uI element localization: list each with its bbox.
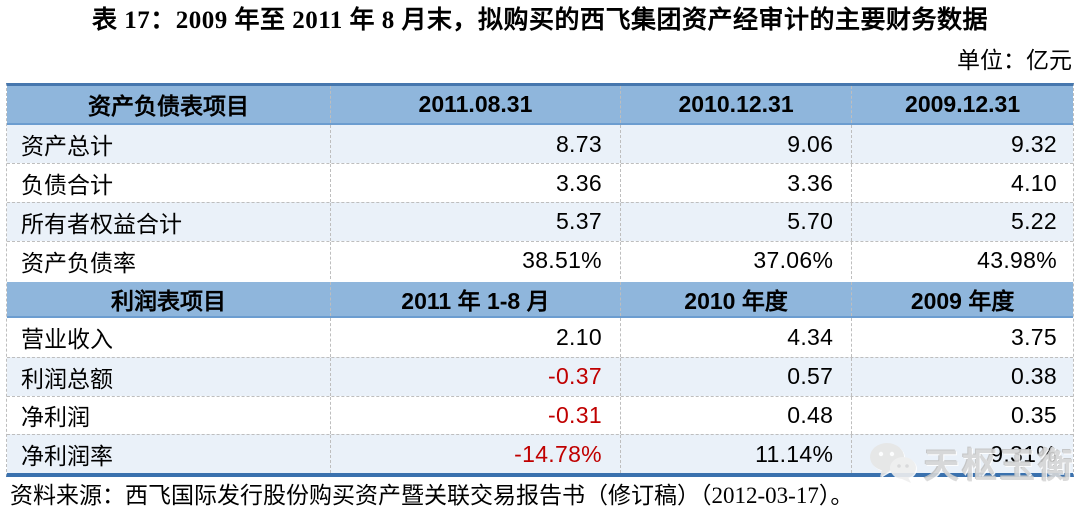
- section-header-row: 利润表项目 2011 年 1-8 月 2010 年度 2009 年度: [7, 279, 1073, 319]
- cell-value: 3.36: [329, 164, 620, 203]
- column-header: 2011.08.31: [329, 86, 620, 123]
- column-header: 2009 年度: [851, 282, 1073, 317]
- column-header: 2009.12.31: [851, 86, 1073, 123]
- cell-value: 43.98%: [851, 241, 1073, 280]
- table-row: 所有者权益合计 5.37 5.70 5.22: [7, 202, 1073, 241]
- cell-value: 37.06%: [619, 241, 851, 280]
- cell-value: 4.10: [851, 164, 1073, 203]
- cell-value: 3.36: [619, 164, 851, 203]
- cell-value: -0.31: [329, 396, 620, 435]
- row-label: 净利润: [21, 405, 90, 431]
- row-label: 营业收入: [21, 327, 113, 353]
- cell-value: 2.10: [329, 318, 620, 357]
- row-label: 资产负债率: [21, 250, 136, 276]
- cell-value: 9.32: [851, 124, 1073, 164]
- section-title: 利润表项目: [110, 289, 226, 315]
- row-label: 所有者权益合计: [21, 211, 182, 237]
- section-title: 资产负债表项目: [87, 94, 249, 120]
- cell-value: 8.73: [329, 124, 620, 164]
- cell-value: 5.22: [851, 203, 1073, 241]
- cell-value: -0.37: [329, 357, 620, 396]
- table-row: 营业收入 2.10 4.34 3.75: [7, 318, 1073, 357]
- cell-value: -14.78%: [329, 435, 620, 473]
- row-label: 净利润率: [21, 444, 113, 470]
- cell-value: 0.35: [851, 396, 1073, 435]
- table-row: 净利润 -0.31 0.48 0.35: [7, 395, 1073, 435]
- row-label: 负债合计: [21, 173, 113, 199]
- cell-value: 0.48: [619, 396, 851, 435]
- source-note: 资料来源：西飞国际发行股份购买资产暨关联交易报告书（修订稿）（2012-03-1…: [10, 483, 854, 508]
- cell-value: 11.14%: [619, 435, 851, 473]
- cell-value: 38.51%: [329, 241, 620, 280]
- financial-table: 资产负债表项目 2011.08.31 2010.12.31 2009.12.31 资产总…: [6, 83, 1074, 477]
- cell-value: 3.75: [851, 318, 1073, 357]
- cell-value: 0.57: [619, 357, 851, 396]
- section-header-row: 资产负债表项目 2011.08.31 2010.12.31 2009.12.31: [7, 86, 1073, 125]
- table-row: 负债合计 3.36 3.36 4.10: [7, 163, 1073, 203]
- cell-value: 5.70: [619, 203, 851, 241]
- table-row: 资产负债率 38.51% 37.06% 43.98%: [7, 240, 1073, 280]
- table-row: 资产总计 8.73 9.06 9.32: [7, 124, 1073, 164]
- table-row: 利润总额 -0.37 0.57 0.38: [7, 356, 1073, 396]
- cell-value: 9.31%: [851, 435, 1073, 473]
- table-title: 表 17：2009 年至 2011 年 8 月末，拟购买的西飞集团资产经审计的主…: [91, 7, 989, 34]
- table-row: 净利润率 -14.78% 11.14% 9.31%: [7, 434, 1073, 473]
- column-header: 2010 年度: [619, 282, 851, 317]
- column-header: 2011 年 1-8 月: [329, 282, 620, 317]
- row-label: 资产总计: [21, 134, 113, 160]
- cell-value: 9.06: [619, 124, 851, 164]
- cell-value: 5.37: [329, 203, 620, 241]
- cell-value: 4.34: [619, 318, 851, 357]
- unit-label: 单位：亿元: [957, 48, 1072, 73]
- cell-value: 0.38: [851, 357, 1073, 396]
- row-label: 利润总额: [21, 366, 113, 392]
- column-header: 2010.12.31: [619, 86, 851, 123]
